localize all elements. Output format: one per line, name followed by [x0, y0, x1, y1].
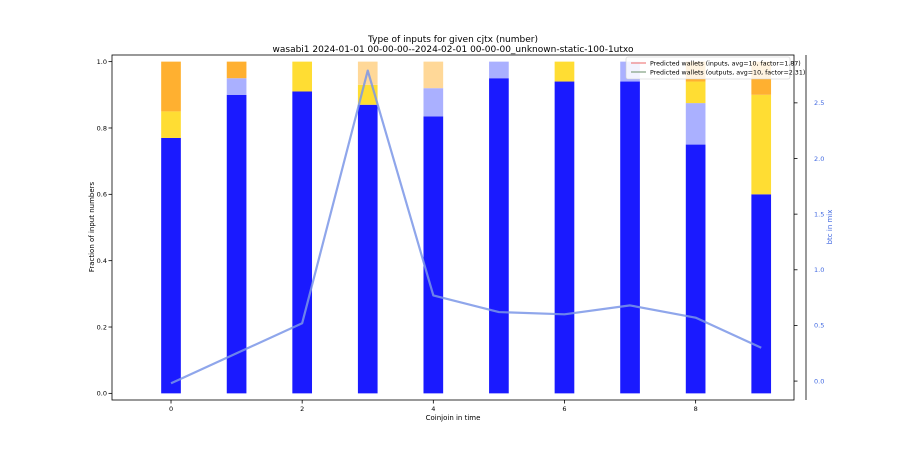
y-tick-label-0.4: 0.4: [97, 257, 107, 265]
bar-segment-remix-light-4: [423, 88, 444, 117]
bar-segment-remix-light-5: [489, 61, 509, 79]
bar-segment-yellow-8: [685, 81, 706, 104]
line-layer: [170, 69, 762, 385]
x-tick-label-8: 8: [694, 405, 698, 413]
y-tick-label-0: 0.0: [97, 390, 107, 398]
legend-box: [625, 56, 791, 80]
plot-frame: [111, 54, 795, 401]
y2-tick-label-0.5: 0.5: [814, 322, 824, 330]
bar-segment-fresh-2: [292, 91, 313, 394]
legend-label-inputs: Predicted wallets (inputs, avg=10, facto…: [650, 61, 801, 68]
bar-segment-fresh-5: [489, 78, 509, 394]
bar-segment-light-orange-4: [423, 61, 444, 89]
bar-segment-yellow-6: [554, 61, 575, 82]
y-tick-label-0.8: 0.8: [97, 124, 107, 132]
chart-title: Type of inputs for given cjtx (number): [367, 35, 538, 45]
bar-segment-yellow-9: [751, 94, 772, 195]
y2-tick-label-0: 0.0: [814, 377, 824, 385]
bar-segment-orange-0: [161, 61, 181, 112]
axes-layer: 0 2 4 6 8 0.0 0.2 0.4 0.6 0.8 1.0 0.0 0.5 1.0 1.5 2.0 2.…: [97, 55, 824, 413]
bar-segment-fresh-7: [620, 81, 640, 394]
bar-segment-fresh-4: [423, 116, 444, 394]
y-axis-label: Fraction of input numbers: [88, 181, 96, 272]
legend: Predicted wallets (inputs, avg=10, facto…: [625, 56, 805, 80]
x-tick-label-4: 4: [431, 405, 435, 413]
btc-in-mix-line: [170, 69, 762, 385]
y-tick-label-0.2: 0.2: [97, 323, 107, 331]
bar-segment-fresh-0: [161, 137, 181, 394]
bar-segment-fresh-3: [357, 104, 378, 394]
y2-tick-label-1.5: 1.5: [814, 210, 824, 218]
x-tick-label-0: 0: [169, 405, 173, 413]
y2-tick-label-1: 1.0: [814, 266, 824, 274]
x-axis-label: Coinjoin in time: [426, 414, 481, 422]
y-tick-label-0.6: 0.6: [97, 191, 107, 199]
y-tick-label-1: 1.0: [97, 58, 107, 66]
x-tick-label-2: 2: [300, 405, 304, 413]
bar-segment-fresh-6: [554, 81, 575, 394]
bar-segment-fresh-9: [751, 194, 772, 394]
bar-segment-fresh-8: [685, 144, 706, 394]
y2-tick-label-2: 2.0: [814, 155, 824, 163]
bar-segment-fresh-1: [226, 94, 247, 394]
y2-tick-label-2.5: 2.5: [814, 99, 824, 107]
bars-layer: [161, 61, 772, 394]
bar-segment-remix-light-1: [226, 78, 247, 95]
bar-segment-yellow-0: [161, 111, 181, 138]
x-tick-label-6: 6: [562, 405, 566, 413]
bar-segment-yellow-2: [292, 61, 313, 92]
chart-subtitle: wasabi1 2024-01-01 00-00-00--2024-02-01 …: [273, 45, 634, 55]
legend-label-outputs: Predicted wallets (outputs, avg=10, fact…: [650, 70, 805, 77]
bar-segment-orange-1: [226, 61, 247, 79]
y2-axis-label: btc in mix: [826, 210, 834, 245]
bar-segment-remix-light-8: [685, 103, 706, 145]
